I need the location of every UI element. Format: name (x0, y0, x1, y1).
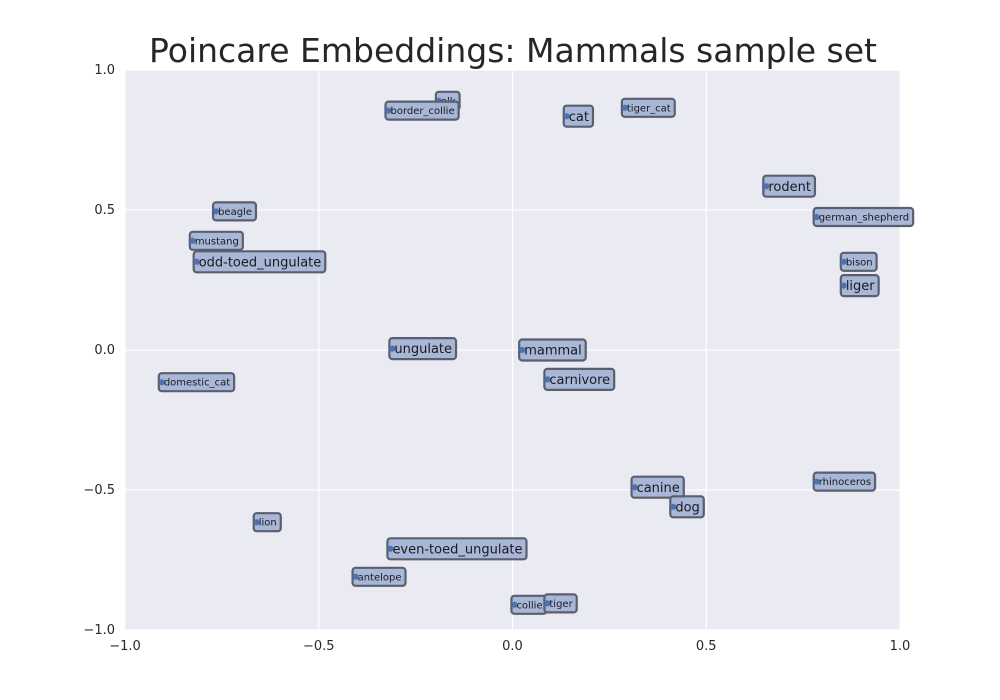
chart-title: Poincare Embeddings: Mammals sample set (149, 31, 877, 70)
data-point-marker (352, 573, 359, 580)
data-label-text: ungulate (394, 342, 452, 357)
data-label: canine (630, 475, 685, 499)
data-label: odd-toed_ungulate (192, 250, 327, 274)
x-tick-label: 0.0 (502, 639, 523, 654)
x-tick-label: 1.0 (890, 639, 911, 654)
data-label-text: domestic_cat (164, 378, 230, 389)
x-tick-label: 0.5 (696, 639, 717, 654)
data-label-text: antelope (358, 572, 402, 583)
data-label-text: beagle (218, 207, 252, 218)
data-label: cat (562, 104, 595, 128)
data-label-text: collie (516, 600, 542, 611)
data-point-marker (544, 376, 551, 383)
data-label-text: mammal (524, 344, 582, 359)
y-tick-label: −0.5 (83, 483, 115, 498)
data-label-text: liger (846, 279, 875, 294)
data-point-marker (189, 237, 196, 244)
data-label: liger (839, 274, 880, 298)
data-point-marker (385, 107, 392, 114)
data-label-text: lion (259, 518, 277, 529)
data-point-marker (389, 345, 396, 352)
y-tick-label: 0.0 (94, 343, 115, 358)
data-label: bison (839, 251, 878, 272)
y-tick-label: −1.0 (83, 623, 115, 638)
data-point-marker (621, 104, 628, 111)
data-label: carnivore (543, 367, 616, 391)
x-tick-label: −1.0 (109, 639, 141, 654)
data-label-text: odd-toed_ungulate (199, 255, 322, 270)
data-point-marker (387, 545, 394, 552)
data-label-text: canine (637, 481, 680, 496)
axis-ticks: −1.0−1.0 −0.5 −0.5 0.0 0.0 0.5 0.5 1.0 1.0 (83, 63, 910, 654)
data-point-marker (840, 282, 847, 289)
data-label-text: german_shepherd (819, 213, 909, 224)
x-tick-label: −0.5 (303, 639, 335, 654)
data-point-marker (519, 347, 526, 353)
data-point-marker (511, 601, 518, 608)
data-label: domestic_cat (157, 372, 236, 393)
data-label-text: dog (675, 500, 699, 515)
data-point-marker (193, 258, 200, 265)
data-label: german_shepherd (812, 206, 915, 228)
data-label: mustang (188, 230, 244, 251)
data-label: border_collie (384, 100, 460, 121)
data-point-marker (544, 600, 551, 607)
data-label: lion (252, 512, 282, 533)
data-point-marker (763, 183, 770, 190)
data-point-marker (213, 208, 220, 215)
data-label: dog (669, 495, 705, 519)
data-label: collie (510, 594, 548, 615)
data-point-marker (813, 478, 820, 485)
data-point-marker (840, 258, 847, 265)
data-label-text: tiger (549, 599, 573, 610)
data-label-text: rodent (768, 180, 811, 195)
data-label: rhinoceros (812, 471, 877, 492)
data-point-marker (563, 113, 570, 120)
data-label-text: bison (846, 257, 873, 268)
data-label: rodent (762, 174, 817, 198)
y-tick-label: 1.0 (94, 63, 115, 78)
data-label: tiger (543, 593, 578, 614)
data-point-marker (253, 519, 260, 526)
data-label: antelope (351, 566, 407, 587)
data-label-text: even-toed_ungulate (392, 542, 522, 557)
data-label: beagle (211, 201, 258, 222)
data-label: ungulate (388, 337, 458, 361)
data-label-text: rhinoceros (819, 477, 871, 488)
data-point-marker (670, 503, 677, 510)
data-label: even-toed_ungulate (386, 537, 528, 561)
data-point-marker (158, 379, 165, 386)
data-label-text: cat (569, 110, 589, 125)
data-label: tiger_cat (620, 97, 676, 118)
data-point-marker (631, 484, 638, 491)
data-label-text: mustang (195, 236, 239, 247)
data-point-marker (813, 214, 820, 220)
data-label: mammal (518, 338, 587, 362)
data-labels: elkborder_colliecattiger_catrodentgerman… (157, 90, 915, 615)
data-label-text: carnivore (549, 373, 610, 388)
data-label-text: border_collie (391, 106, 455, 117)
y-tick-label: 0.5 (94, 203, 115, 218)
data-label-text: tiger_cat (627, 103, 671, 114)
